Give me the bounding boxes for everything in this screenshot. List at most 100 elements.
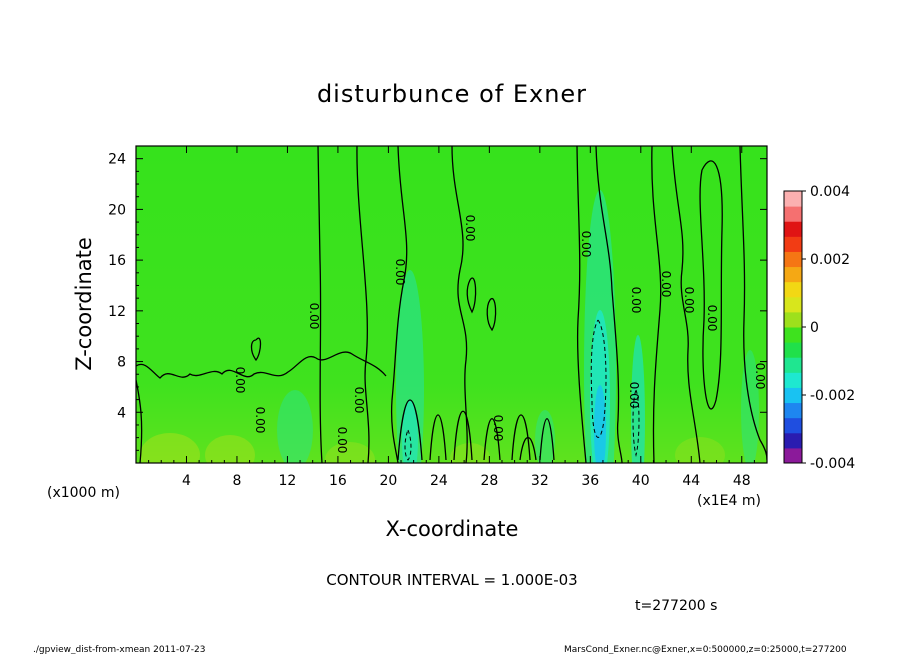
contour-label: 0.00	[393, 259, 407, 286]
contour-label: 0.00	[335, 427, 349, 454]
y-tick-label: 4	[117, 405, 126, 421]
y-tick-label: 8	[117, 355, 126, 371]
x-tick-label: 8	[232, 473, 241, 489]
y-tick-label: 16	[108, 253, 126, 269]
colorbar-swatch	[784, 206, 802, 222]
colorbar-swatch	[784, 236, 802, 252]
x-tick-label: 36	[581, 473, 599, 489]
x-tick-label: 16	[329, 473, 347, 489]
contour-vertical-37	[595, 146, 623, 463]
field-feature	[205, 435, 255, 463]
contour-negative	[632, 389, 640, 457]
colorbar-swatch	[784, 296, 802, 313]
colorbar-tick-label: -0.002	[810, 388, 855, 404]
contour-vertical-48	[739, 146, 767, 461]
field-feature	[450, 443, 490, 463]
field-feature	[277, 390, 313, 463]
contour-zero-low	[136, 351, 387, 379]
contour-label: 0.00	[307, 303, 321, 330]
footer-right: MarsCond_Exner.nc@Exner,x=0:500000,z=0:2…	[564, 645, 847, 654]
colorbar-tick-label: 0.004	[810, 184, 850, 200]
colorbar-swatch	[784, 357, 802, 373]
contour-label: 0.00	[705, 305, 719, 332]
contour-vertical-26	[451, 146, 468, 463]
field-feature	[402, 400, 418, 463]
colorbar-swatch	[784, 266, 802, 283]
colorbar-swatch	[784, 402, 802, 419]
x-tick-label: 44	[682, 473, 700, 489]
y-tick-label: 24	[108, 152, 126, 168]
field-feature	[675, 437, 725, 463]
chart-title: disturbunce of Exner	[317, 80, 587, 108]
x-tick-label: 4	[182, 473, 191, 489]
colorbar-swatch	[784, 447, 802, 464]
colorbar-swatch	[784, 387, 802, 404]
colorbar-swatch	[784, 372, 802, 388]
plot-area: 0.000.000.000.000.000.000.000.000.000.00…	[108, 145, 768, 489]
contour-small-loop	[250, 337, 262, 362]
y-axis-label: Z-coordinate	[72, 237, 96, 371]
contour-negative	[590, 319, 607, 438]
contour-label: 0.00	[627, 382, 641, 409]
y-tick-label: 20	[108, 202, 126, 218]
contour-label: 0.00	[629, 287, 643, 314]
x-unit-label: (x1E4 m)	[697, 493, 761, 509]
contour-vertical-21	[390, 146, 408, 463]
contour-label: 0.00	[253, 407, 267, 434]
colorbar-tick-label: 0.002	[810, 252, 850, 268]
colorbar: 0.004 0.002 0 -0.002 -0.004	[783, 184, 855, 472]
contour-labels: 0.000.000.000.000.000.000.000.000.000.00…	[233, 215, 767, 454]
colorbar-tick-label: 0	[810, 320, 819, 336]
x-tick-label: 32	[531, 473, 549, 489]
contour-label: 0.00	[659, 271, 673, 298]
x-axis-label: X-coordinate	[386, 517, 519, 541]
contours	[136, 146, 767, 463]
x-tick-label: 28	[480, 473, 498, 489]
contour-label: 0.00	[753, 363, 767, 390]
contour-loop-45	[699, 160, 723, 410]
plot-background	[136, 146, 767, 463]
footer-left: ./gpview_dist-from-xmean 2011-07-23	[33, 645, 205, 654]
colorbar-swatch	[784, 432, 802, 449]
contour-vertical-44	[671, 146, 701, 463]
x-axis: 4 8 12 16 20 24 28 32 36 40 44 48	[148, 146, 755, 489]
colorbar-swatch	[784, 281, 802, 298]
contour-interval: CONTOUR INTERVAL = 1.000E-03	[326, 571, 577, 589]
y-unit-label: (x1000 m)	[47, 485, 120, 501]
contour-vertical-40	[651, 146, 662, 463]
contour-small-loop	[486, 297, 497, 332]
colorbar-swatch	[784, 311, 802, 328]
contour-vertical-19	[356, 146, 370, 463]
time-label: t=277200 s	[635, 598, 717, 614]
contour-label: 0.00	[463, 215, 477, 242]
contour-label: 0.00	[491, 415, 505, 442]
colorbar-swatch	[784, 342, 802, 358]
y-axis: 4 8 12 16 20 24	[108, 152, 767, 451]
colorbar-swatch	[784, 327, 802, 343]
colorbar-swatch	[784, 417, 802, 434]
field-feature	[140, 433, 200, 463]
colorbar-swatch	[784, 191, 802, 207]
colorbar-tick-label: -0.004	[810, 456, 855, 472]
colorbar-swatch	[784, 221, 802, 237]
contour-left-edge	[136, 379, 143, 463]
contour-label: 0.00	[579, 231, 593, 258]
contour-negative	[404, 429, 412, 461]
x-tick-label: 40	[632, 473, 650, 489]
contour-vertical-14	[317, 146, 323, 463]
contours-negative	[404, 319, 640, 461]
colorbar-swatch	[784, 251, 802, 268]
field-feature	[594, 385, 606, 463]
x-tick-label: 12	[279, 473, 297, 489]
x-tick-label: 48	[733, 473, 751, 489]
contour-small-loop	[466, 277, 477, 314]
contour-label: 0.00	[233, 367, 247, 394]
x-tick-label: 24	[430, 473, 448, 489]
contour-vertical-35	[576, 146, 587, 463]
contour-wavy-bottom	[397, 399, 555, 461]
contour-label: 0.00	[352, 387, 366, 414]
contour-label: 0.00	[682, 287, 696, 314]
y-tick-label: 12	[108, 304, 126, 320]
x-tick-label: 20	[379, 473, 397, 489]
